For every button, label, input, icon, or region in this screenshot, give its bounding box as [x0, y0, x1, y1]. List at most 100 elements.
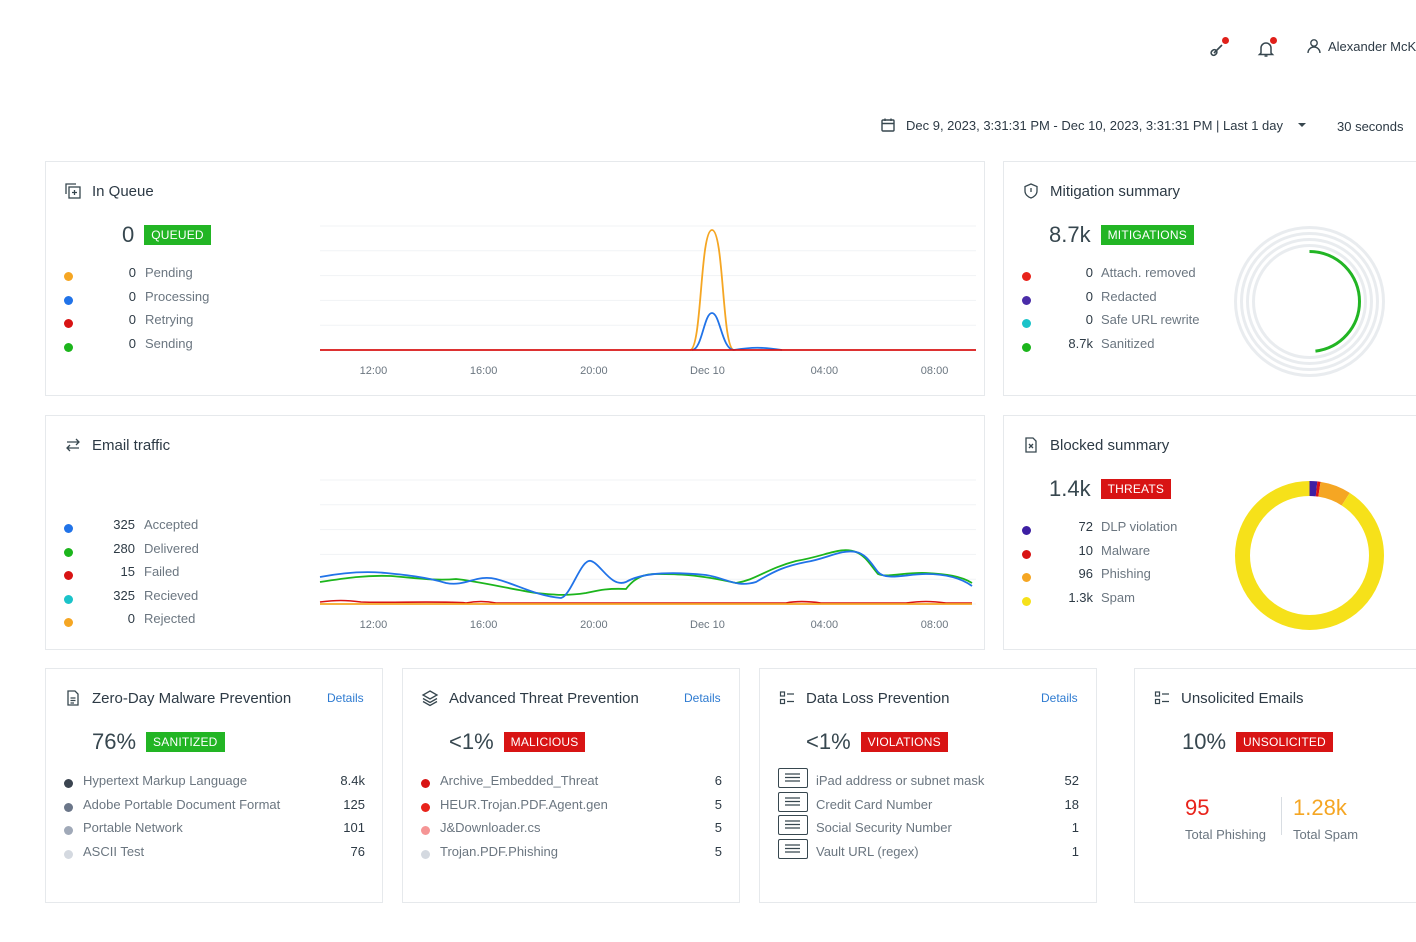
list-item[interactable]: Archive_Embedded_Threat 6 [421, 773, 722, 797]
mitigation-total-value: 8.7k [1049, 222, 1091, 247]
traffic-legend: 325 Accepted 280 Delivered 15 Failed 325 Reciev… [64, 517, 264, 635]
top-bar: Alexander McK [0, 30, 1416, 64]
legend-value: 280 [113, 540, 135, 556]
list-item[interactable]: iPad address or subnet mask 52 [778, 768, 1079, 797]
legend-item[interactable]: 0 Rejected [64, 611, 264, 635]
legend-dot [1022, 319, 1031, 329]
legend-item[interactable]: 15 Failed [64, 564, 264, 588]
legend-label: Sending [145, 335, 193, 351]
legend-dot [64, 319, 73, 329]
total-phishing-value: 95 [1185, 795, 1210, 820]
legend-item[interactable]: 72 DLP violation [1022, 519, 1222, 543]
blocked-legend: 72 DLP violation 10 Malware 96 Phishing 1.3k Sp… [1022, 519, 1222, 613]
legend-item[interactable]: 325 Recieved [64, 588, 264, 612]
legend-label: Failed [144, 564, 180, 580]
legend-item[interactable]: 0 Sending [64, 336, 264, 360]
atp-title: Advanced Threat Prevention [449, 689, 639, 707]
bell-icon[interactable] [1256, 36, 1280, 60]
ip-list-icon [778, 768, 808, 788]
dlp-percent-value: <1% [806, 729, 851, 754]
zero-day-percent-value: 76% [92, 729, 137, 754]
legend-value: 0 [128, 288, 136, 304]
atp-details-link[interactable]: Details [684, 691, 721, 705]
list-item[interactable]: HEUR.Trojan.PDF.Agent.gen 5 [421, 797, 722, 821]
card-icon [778, 815, 808, 835]
x-tick-label: 20:00 [580, 365, 608, 377]
blocked-file-icon [1025, 437, 1037, 453]
legend-item[interactable]: 0 Retrying [64, 312, 264, 336]
list-item[interactable]: ASCII Test 76 [64, 844, 365, 868]
link-icon[interactable] [1208, 36, 1232, 60]
ring-track [1234, 226, 1385, 377]
list-item[interactable]: Credit Card Number 18 [778, 791, 1079, 821]
blocked-total: 1.4k THREATS [1049, 476, 1172, 502]
legend-dot [1022, 342, 1031, 352]
legend-item[interactable]: 0 Safe URL rewrite [1022, 312, 1222, 336]
date-range-picker[interactable]: Dec 9, 2023, 3:31:31 PM - Dec 10, 2023, … [880, 117, 1307, 133]
blocked-title: Blocked summary [1050, 436, 1170, 454]
chevron-down-icon[interactable] [1297, 118, 1307, 133]
legend-item[interactable]: 10 Malware [1022, 543, 1222, 567]
swap-arrows-icon [66, 438, 80, 452]
spam-slice[interactable] [1235, 481, 1384, 630]
legend-value: 0 [1085, 265, 1093, 280]
total-phishing-label: Total Phishing [1185, 827, 1266, 842]
date-range-text[interactable]: Dec 9, 2023, 3:31:31 PM - Dec 10, 2023, … [906, 117, 1283, 133]
dlp-card: Data Loss Prevention Details <1% VIOLATI… [759, 668, 1097, 903]
url-list-icon [778, 838, 808, 859]
failed-series-line [319, 599, 972, 604]
queue-legend: 0 Pending 0 Processing 0 Retrying 0 Sending [64, 265, 264, 359]
legend-dot [64, 524, 73, 533]
legend-item[interactable]: 0 Attach. removed [1022, 265, 1222, 289]
user-menu[interactable]: Alexander McK [1306, 38, 1416, 54]
legend-value: 325 [113, 587, 135, 603]
legend-item[interactable]: 280 Delivered [64, 541, 264, 565]
list-label: Social Security Number [816, 820, 952, 835]
list-label: Hypertext Markup Language [83, 773, 248, 788]
list-item[interactable]: Vault URL (regex) 1 [778, 838, 1079, 868]
pending-series-line [689, 229, 735, 351]
list-dot [421, 826, 430, 835]
list-value: 5 [714, 843, 722, 859]
atp-card: Advanced Threat Prevention Details <1% M… [402, 668, 740, 903]
list-item[interactable]: Trojan.PDF.Phishing 5 [421, 844, 722, 868]
legend-item[interactable]: 0 Redacted [1022, 289, 1222, 313]
refresh-interval-select[interactable]: 30 seconds [1337, 119, 1404, 134]
queue-icon [65, 183, 81, 199]
legend-value: 0 [1085, 288, 1093, 304]
x-tick-label: Dec 10 [690, 619, 725, 631]
legend-item[interactable]: 96 Phishing [1022, 566, 1222, 590]
x-tick-label: 12:00 [360, 365, 388, 377]
legend-item[interactable]: 0 Pending [64, 265, 264, 289]
legend-item[interactable]: 8.7k Sanitized [1022, 336, 1222, 360]
in-queue-title: In Queue [92, 182, 154, 200]
legend-label: Malware [1101, 542, 1151, 558]
zero-day-details-link[interactable]: Details [327, 691, 364, 705]
dlp-details-link[interactable]: Details [1041, 691, 1078, 705]
legend-value: 325 [113, 517, 135, 532]
id-card-icon [778, 791, 808, 812]
legend-label: Phishing [1101, 566, 1151, 582]
legend-item[interactable]: 1.3k Spam [1022, 590, 1222, 614]
stat-divider [1281, 797, 1282, 835]
card-title: In Queue [64, 182, 154, 200]
list-value: 52 [1064, 773, 1079, 788]
legend-item[interactable]: 325 Accepted [64, 517, 264, 541]
list-dot [421, 849, 430, 859]
list-item[interactable]: Adobe Portable Document Format 125 [64, 797, 365, 821]
legend-value: 0 [128, 265, 136, 280]
list-item[interactable]: J&Downloader.cs 5 [421, 820, 722, 844]
list-item[interactable]: Portable Network 101 [64, 820, 365, 844]
legend-item[interactable]: 0 Processing [64, 289, 264, 313]
list-item[interactable]: Hypertext Markup Language 8.4k [64, 773, 365, 797]
user-name: Alexander McK [1328, 38, 1416, 54]
ring-track [1252, 244, 1367, 359]
list-dot [64, 802, 73, 812]
list-item[interactable]: Social Security Number 1 [778, 815, 1079, 844]
legend-value: 72 [1078, 519, 1093, 534]
legend-dot [64, 618, 73, 628]
list-label: HEUR.Trojan.PDF.Agent.gen [440, 796, 608, 812]
legend-label: Safe URL rewrite [1101, 312, 1200, 328]
x-tick-label: 16:00 [470, 365, 498, 377]
legend-value: 10 [1078, 542, 1093, 558]
